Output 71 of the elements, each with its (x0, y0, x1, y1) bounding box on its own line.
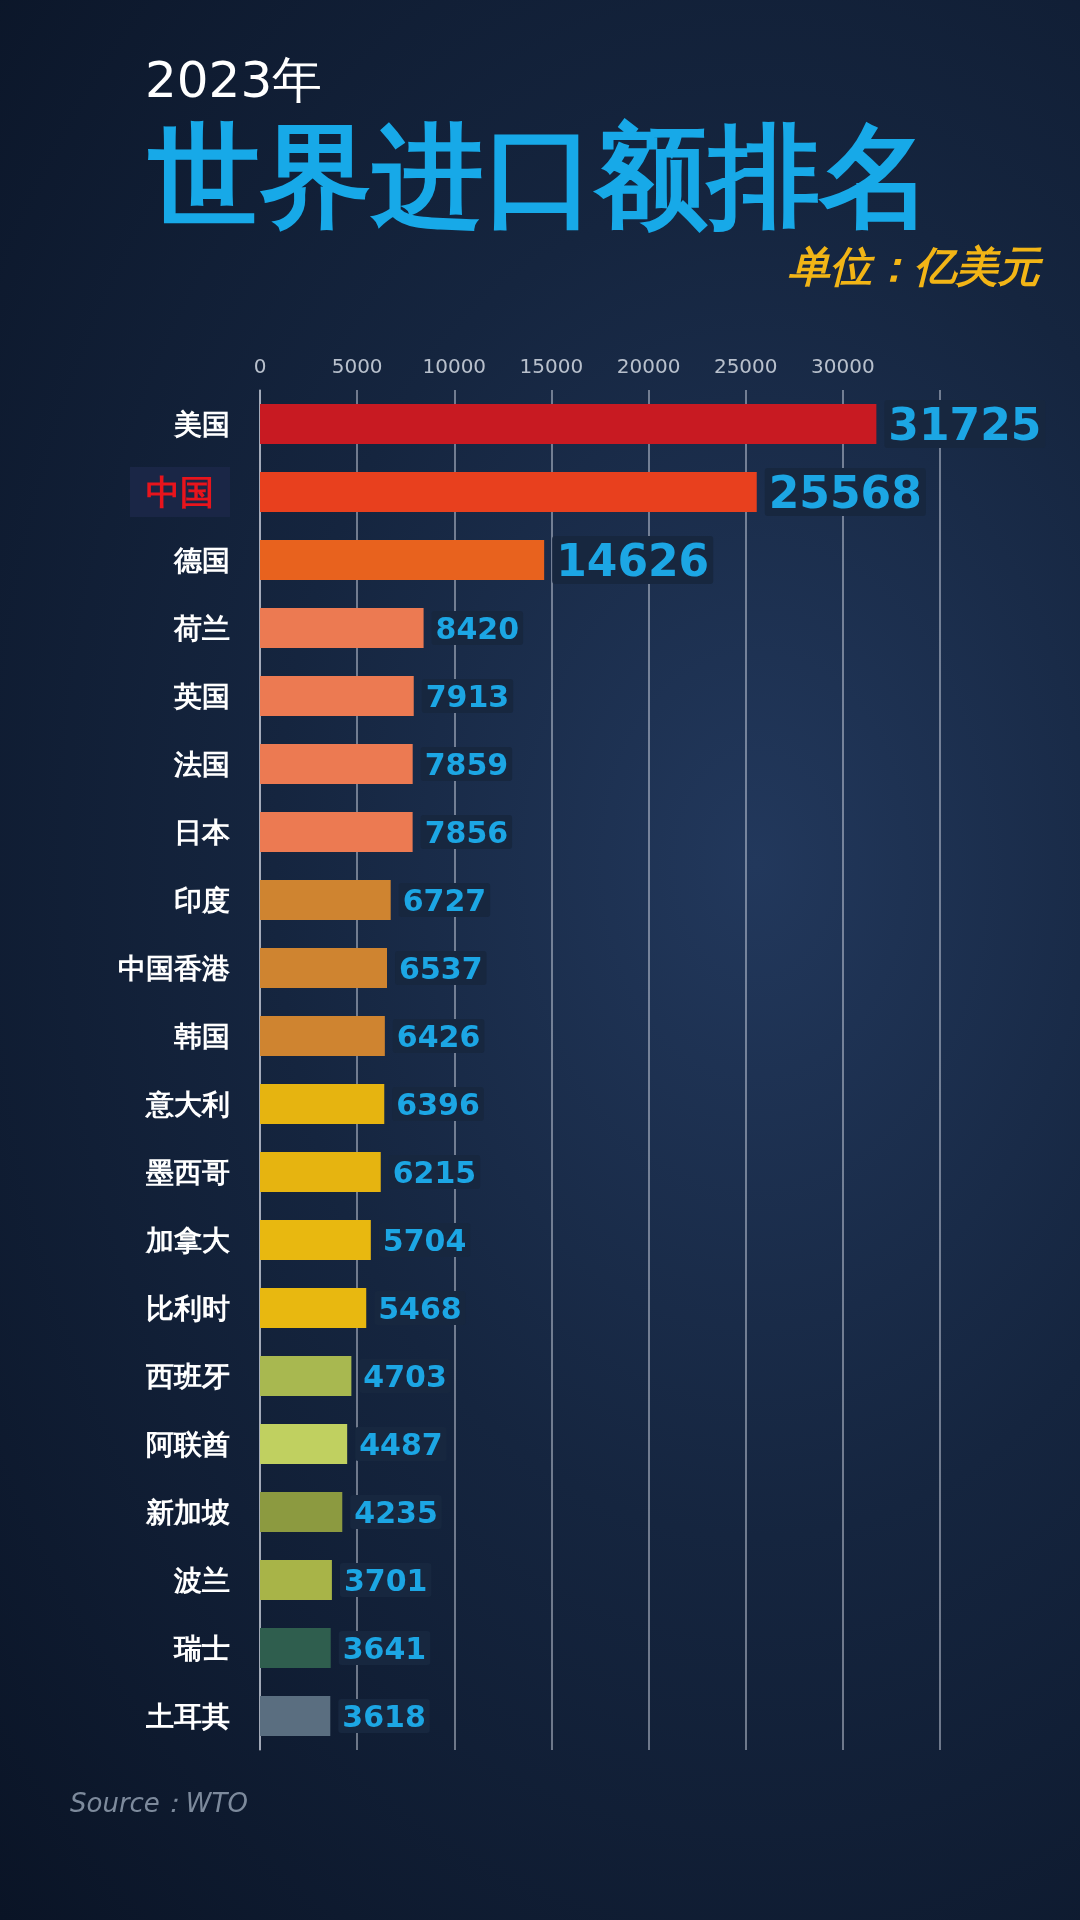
chart-title: 世界进口额排名 (147, 111, 932, 241)
data-label: 6537 (399, 950, 483, 986)
y-tick-label: 德国 (173, 543, 230, 577)
x-tick-label: 5000 (331, 354, 383, 378)
bar (260, 1016, 385, 1056)
y-tick-label: 英国 (173, 679, 230, 713)
y-tick-label: 西班牙 (145, 1359, 230, 1393)
bar (260, 1152, 381, 1192)
data-label: 4235 (354, 1494, 438, 1530)
data-label: 6426 (396, 1018, 481, 1054)
data-label: 5704 (382, 1222, 467, 1258)
x-tick-label: 20000 (616, 354, 681, 378)
x-tick-label: 0 (253, 354, 267, 378)
source-note: Source：WTO (70, 1788, 248, 1818)
bar (260, 540, 545, 580)
y-tick-label: 美国 (173, 407, 230, 441)
y-tick-label: 比利时 (146, 1291, 230, 1325)
x-tick-label: 25000 (713, 354, 778, 378)
data-label: 3618 (342, 1698, 426, 1734)
bar (260, 404, 877, 444)
bar (260, 472, 757, 512)
y-tick-label: 印度 (174, 883, 230, 917)
y-tick-label: 波兰 (173, 1563, 230, 1597)
bar (260, 608, 424, 648)
data-label: 3701 (343, 1562, 428, 1598)
y-tick-label: 日本 (174, 815, 231, 849)
data-label: 7859 (424, 746, 509, 782)
x-tick-label: 30000 (811, 354, 875, 378)
y-tick-label: 墨西哥 (145, 1155, 230, 1189)
data-label: 31725 (888, 398, 1042, 450)
bar (260, 948, 387, 988)
bar (260, 812, 413, 852)
data-label: 7856 (424, 814, 509, 850)
x-tick-label: 15000 (519, 354, 584, 378)
data-label: 6727 (402, 882, 487, 918)
y-tick-label: 意大利 (144, 1087, 230, 1121)
y-tick-label: 瑞士 (173, 1631, 230, 1665)
bar (260, 676, 414, 716)
data-label: 5468 (378, 1290, 462, 1326)
chart-subtitle: 2023年 (145, 51, 323, 109)
text: 单位：亿美元 (788, 241, 1044, 291)
bar (260, 1696, 331, 1736)
y-tick-label: 法国 (173, 747, 230, 781)
y-tick-label: 阿联酋 (146, 1427, 230, 1461)
data-label: 4703 (363, 1358, 447, 1394)
bar (260, 1560, 332, 1600)
y-tick-label: 中国香港 (118, 951, 231, 985)
bar (260, 744, 413, 784)
data-label: 6396 (396, 1086, 480, 1122)
bar (260, 1220, 371, 1260)
bar (260, 1288, 367, 1328)
y-tick-label: 韩国 (173, 1019, 230, 1053)
bar (260, 1628, 331, 1668)
bar (260, 880, 391, 920)
bar (260, 1492, 343, 1532)
y-tick-label: 荷兰 (173, 611, 230, 645)
data-label: 3641 (342, 1630, 427, 1666)
data-label: 6215 (392, 1154, 477, 1190)
bar (260, 1356, 352, 1396)
data-label: 8420 (435, 610, 520, 646)
y-tick-label: 加拿大 (145, 1223, 231, 1257)
data-label: 7913 (425, 678, 510, 714)
y-tick-label: 新加坡 (145, 1495, 230, 1529)
bar (260, 1424, 348, 1464)
y-tick-label: 土耳其 (145, 1699, 230, 1733)
data-label: 14626 (556, 534, 710, 586)
data-label: 25568 (768, 466, 922, 518)
y-tick-label: 中国 (146, 472, 214, 512)
bar (260, 1084, 385, 1124)
x-tick-label: 10000 (422, 354, 487, 378)
data-label: 4487 (359, 1426, 443, 1462)
